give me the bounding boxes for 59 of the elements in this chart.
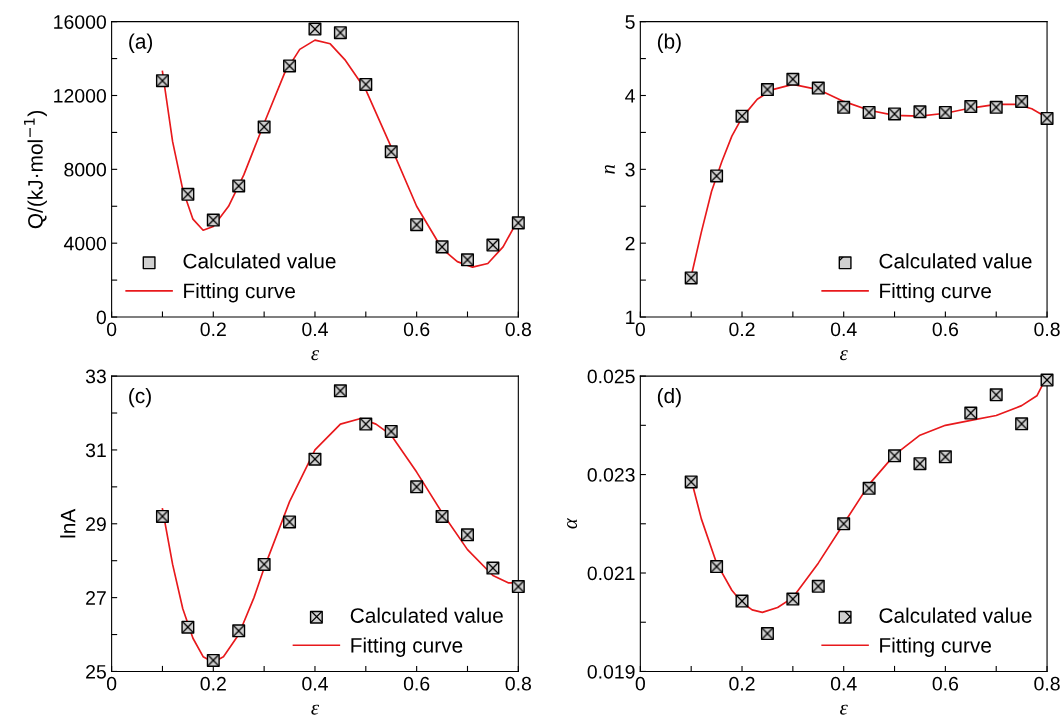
x-tick-label: 0.8 [1034, 322, 1060, 337]
y-tick-label: 2 [625, 236, 635, 251]
y-tick-label: 25 [86, 664, 106, 679]
x-tick-label: 0.6 [932, 676, 959, 691]
x-tick-label: 0 [635, 676, 645, 691]
legend-label: Fitting curve [351, 637, 463, 657]
x-tick-label: 0.8 [1034, 676, 1060, 691]
x-tick-label: 0.6 [403, 676, 430, 691]
y-tick-label: 0.023 [587, 468, 635, 482]
x-tick-label: 0.4 [830, 322, 857, 337]
y-axis-title: Q/(kJ·mol$^{−1}$) [24, 110, 47, 229]
legend-label: Fitting curve [880, 637, 991, 657]
y-tick-label: 4 [625, 89, 635, 103]
y-tick-label: 0 [96, 310, 106, 325]
x-tick-label: 0.8 [505, 676, 531, 691]
y-tick-label: 12000 [54, 88, 106, 103]
y-tick-label: 5 [625, 15, 635, 29]
x-tick-label: 0.2 [729, 322, 755, 337]
annotation: (a) [129, 33, 153, 53]
x-tick-label: 0.2 [200, 676, 226, 691]
x-tick-label: 0.6 [932, 322, 959, 337]
annotation: (b) [657, 33, 681, 53]
x-tick-label: 0.4 [302, 676, 328, 691]
legend-label: Calculated value [183, 253, 336, 269]
y-tick-label: 33 [85, 369, 106, 384]
y-tick-label: 4000 [63, 236, 106, 251]
y-axis-title: α [567, 517, 578, 529]
y-axis-title: lnA [60, 508, 76, 538]
x-tick-label: 0 [635, 322, 645, 337]
x-tick-label: 0 [106, 676, 117, 691]
y-tick-label: 1 [626, 310, 635, 325]
x-tick-label: 0.4 [830, 676, 857, 691]
x-axis-title: ε [840, 350, 848, 361]
y-axis-title: n [604, 165, 615, 174]
y-tick-label: 31 [85, 443, 106, 458]
y-tick-label: 29 [86, 517, 106, 532]
annotation: (d) [657, 387, 681, 408]
legend-label: Calculated value [350, 607, 503, 623]
y-tick-label: 3 [625, 162, 635, 177]
y-tick-label: 16000 [54, 15, 106, 29]
y-tick-label: 8000 [64, 162, 106, 177]
x-tick-label: 0.8 [505, 322, 531, 337]
x-tick-label: 0.6 [403, 322, 430, 337]
y-tick-label: 0.025 [587, 369, 635, 384]
legend-label: Calculated value [879, 253, 1032, 269]
x-axis-title: ε [311, 350, 320, 361]
x-tick-label: 0 [106, 322, 117, 337]
legend-label: Fitting curve [880, 283, 991, 303]
x-tick-label: 0.2 [729, 676, 755, 691]
legend-label: Fitting curve [184, 283, 295, 303]
y-tick-label: 0.021 [587, 566, 635, 581]
y-tick-label: 27 [86, 591, 106, 605]
y-tick-label: 0.019 [587, 664, 635, 679]
x-tick-label: 0.4 [302, 322, 328, 337]
legend-label: Calculated value [879, 607, 1032, 623]
annotation: (c) [129, 387, 151, 408]
x-tick-label: 0.2 [200, 322, 226, 337]
x-axis-title: ε [840, 704, 848, 715]
x-axis-title: ε [311, 704, 320, 715]
